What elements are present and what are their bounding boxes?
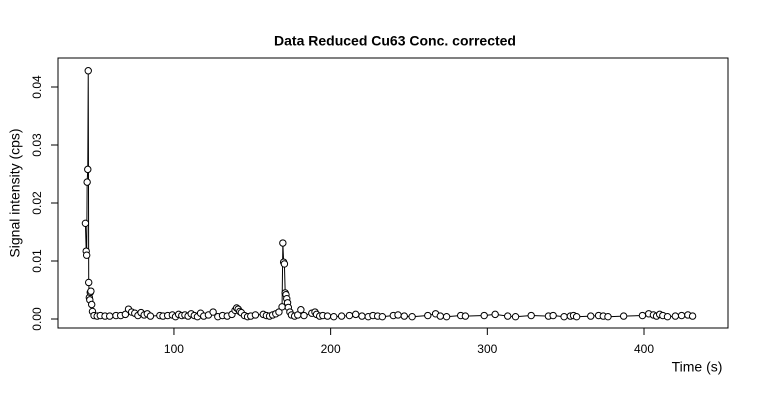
data-point — [408, 312, 416, 321]
chart-title: Data Reduced Cu63 Conc. corrected — [274, 33, 516, 49]
data-point — [275, 308, 283, 316]
data-point — [587, 312, 595, 320]
y-tick-label: 0.01 — [30, 249, 44, 273]
data-point — [560, 312, 568, 321]
data-point — [480, 311, 488, 320]
data-point — [491, 310, 499, 319]
data-point — [503, 312, 512, 320]
data-point — [209, 308, 217, 316]
data-point — [278, 303, 286, 311]
data-point — [337, 312, 346, 320]
data-point — [121, 310, 130, 319]
data-point — [378, 312, 387, 321]
data-point — [511, 312, 520, 321]
data-point — [677, 311, 686, 320]
data-point — [300, 311, 308, 320]
data-point — [424, 311, 432, 320]
data-point — [280, 260, 289, 268]
x-axis-label: Time (s) — [672, 359, 723, 375]
data-point — [663, 312, 672, 321]
data-point — [442, 312, 451, 321]
x-tick-label: 100 — [164, 342, 184, 356]
data-point — [297, 306, 305, 314]
data-point — [106, 312, 114, 320]
y-tick-label: 0.02 — [30, 191, 44, 215]
data-point — [394, 311, 402, 319]
data-point — [436, 312, 445, 320]
data-point — [352, 310, 360, 319]
data-point — [83, 178, 91, 186]
data-point — [82, 251, 91, 259]
data-point — [87, 287, 95, 295]
data-point — [87, 300, 96, 309]
data-point — [81, 219, 90, 228]
data-point — [400, 312, 408, 320]
plot-frame — [57, 57, 729, 329]
y-tick-label: 0.00 — [30, 307, 44, 331]
x-tick-label: 400 — [634, 342, 654, 356]
y-tick-label: 0.03 — [30, 133, 44, 157]
data-point — [330, 312, 338, 321]
data-point — [84, 67, 92, 75]
data-point — [358, 312, 366, 320]
data-point — [572, 312, 581, 321]
data-point — [251, 311, 260, 319]
data-point — [671, 312, 680, 320]
y-tick-label: 0.04 — [30, 75, 44, 99]
y-axis-label: Signal intensity (cps) — [7, 128, 23, 257]
data-point — [688, 312, 697, 320]
data-point — [549, 311, 557, 320]
data-point — [146, 312, 155, 320]
data-point — [619, 312, 628, 320]
data-point — [323, 312, 332, 320]
x-tick-label: 200 — [321, 342, 341, 356]
data-point — [527, 311, 535, 320]
data-point — [279, 239, 287, 247]
data-point — [85, 278, 93, 287]
data-point — [604, 312, 612, 321]
data-point — [461, 312, 470, 320]
data-point — [84, 165, 92, 174]
x-tick-label: 300 — [477, 342, 497, 356]
data-point — [345, 311, 354, 320]
data-point — [638, 311, 647, 320]
